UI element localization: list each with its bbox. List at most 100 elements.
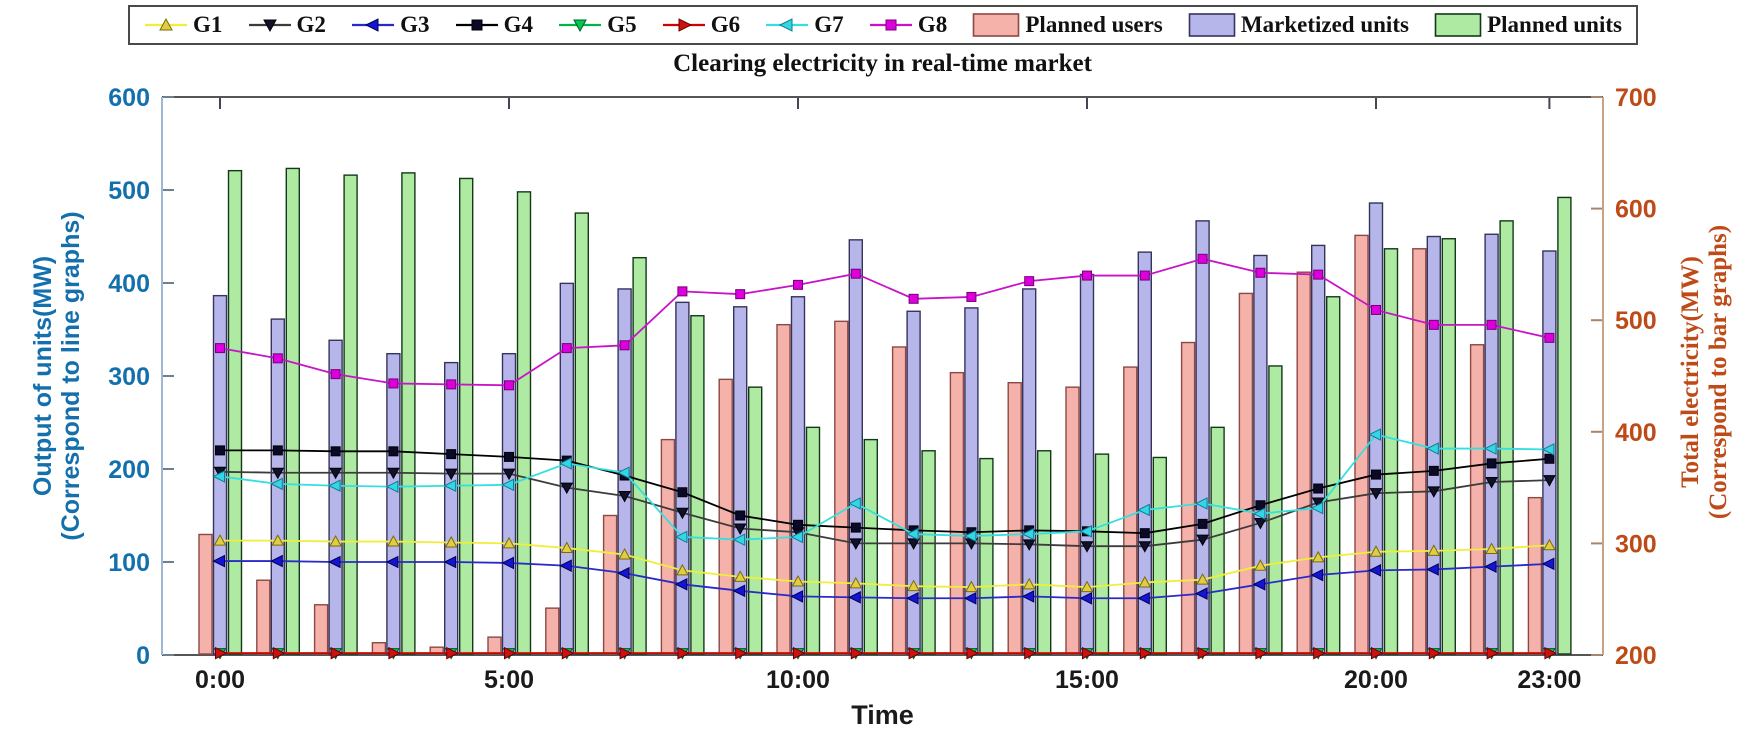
marker [1194,497,1208,510]
legend-patch-icon [973,13,1020,37]
marker [1137,503,1150,517]
marker [213,534,227,546]
legend-line-sample-icon [662,18,705,32]
marker [272,445,283,456]
marker [966,646,980,660]
left-y-tick-label: 600 [108,84,150,112]
marker [443,555,457,569]
bar [1210,426,1225,655]
marker [444,535,458,548]
bar [1441,238,1457,655]
marker [1483,442,1497,455]
marker [790,530,803,544]
marker [1021,590,1035,603]
marker [387,467,400,480]
bar [227,169,243,655]
legend-item-G2: G2 [248,11,326,39]
marker [1255,267,1266,278]
bar-series-marketized-units [212,202,1557,655]
marker [1371,304,1381,315]
line-path [220,560,1550,600]
marker [1486,319,1497,330]
bar [1007,381,1022,655]
marker [965,580,978,593]
marker [1252,507,1266,520]
marker [270,554,283,568]
marker [1082,270,1092,281]
marker [1427,486,1441,498]
bar [1036,450,1052,655]
marker [1486,458,1497,469]
right-y-tick-label: 600 [1615,196,1657,224]
marker [387,535,400,547]
marker [1543,538,1556,551]
marker [1428,465,1439,476]
marker [271,534,285,546]
marker [446,449,457,460]
marker [1196,534,1209,547]
legend-label: G3 [400,12,430,37]
bar [501,352,517,655]
marker [1310,501,1324,515]
line-series-G3 [212,554,1555,605]
bar [1296,271,1311,655]
marker [1369,545,1383,557]
marker [676,507,689,520]
marker [329,467,342,480]
marker [1426,563,1439,576]
marker [1079,591,1092,605]
legend-patch [1188,13,1236,37]
bar [891,346,907,655]
marker [677,487,688,498]
bar [805,426,821,655]
marker [1079,525,1092,538]
legend-line-sample-icon [455,19,498,31]
marker [677,646,691,660]
marker [674,578,688,591]
legend-patch [973,13,1020,37]
marker [215,646,228,660]
marker [793,519,803,530]
marker [327,479,341,493]
marker [1544,646,1558,660]
legend-marker-icon [885,19,897,31]
marker [1138,541,1152,553]
marker [850,522,861,533]
marker [1486,646,1500,660]
marker [502,468,516,481]
legend-marker-icon [471,19,483,31]
marker [1485,477,1498,489]
marker [559,559,572,573]
legend-marker-icon [573,19,588,33]
marker [272,353,283,364]
bar [516,191,532,655]
marker [212,470,225,483]
marker [1311,550,1325,563]
right-y-tick-label: 200 [1615,642,1657,670]
marker [446,646,459,660]
marker [1313,646,1326,660]
marker [504,646,517,660]
marker [905,527,919,541]
legend-line-sample-icon [145,17,187,31]
bar [733,306,748,655]
line-path [219,470,1550,548]
bar [444,361,459,655]
legend-item-G7: G7 [765,11,844,39]
bar [1469,344,1485,655]
legend-label: G1 [193,12,223,37]
marker [1368,564,1381,577]
marker [1368,428,1381,441]
marker [501,478,514,492]
marker [1254,559,1267,571]
marker [1371,469,1381,480]
marker [1428,319,1439,330]
marker [1369,488,1383,500]
line-path [219,433,1550,541]
line-series-G6 [215,646,1558,660]
marker [330,369,341,380]
marker [1541,443,1555,456]
legend-line-sample-icon [559,19,602,33]
bar [1065,386,1080,655]
